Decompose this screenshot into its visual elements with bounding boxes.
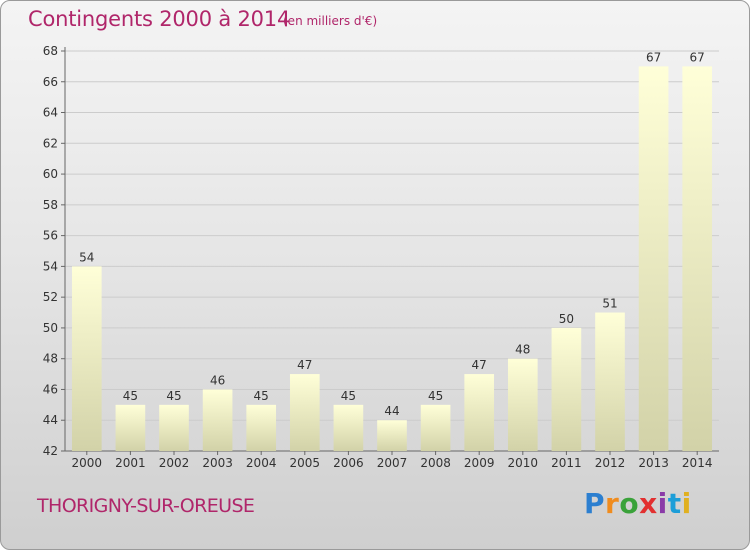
value-label: 67: [646, 50, 661, 64]
logo-letter: x: [639, 487, 658, 520]
bar-2009: [464, 374, 495, 451]
value-label: 50: [559, 312, 574, 326]
bar-2008: [420, 404, 451, 451]
bar-2006: [333, 404, 364, 451]
logo-letter: i: [657, 487, 668, 520]
y-tick-label: 56: [43, 229, 58, 243]
chart-title: Contingents 2000 à 2014: [28, 7, 291, 31]
axes: 42 44 46 48 50 52 54 56 58 60 62 64 66 68 2000 2001 2002…: [43, 44, 719, 470]
y-tick-label: 44: [43, 413, 58, 427]
commune-name: THORIGNY-SUR-OREUSE: [37, 495, 255, 517]
y-tick-label: 68: [43, 44, 58, 58]
value-label: 45: [123, 389, 138, 403]
y-tick-label: 62: [43, 136, 58, 150]
logo-letter: o: [619, 487, 640, 520]
proxiti-logo: Proxiti: [584, 487, 692, 520]
y-tick-label: 60: [43, 167, 58, 181]
bar-2011: [551, 327, 582, 451]
y-tick-label: 48: [43, 352, 58, 366]
x-tick-label: 2013: [638, 456, 669, 470]
logo-letter: r: [605, 487, 620, 520]
logo-letter: i: [681, 487, 692, 520]
bar-2004: [246, 404, 277, 451]
value-label: 46: [210, 373, 225, 387]
logo-letter: t: [667, 487, 682, 520]
y-tick-label: 52: [43, 290, 58, 304]
value-label: 45: [254, 389, 269, 403]
x-tick-label: 2001: [115, 456, 146, 470]
bar-2002: [159, 404, 189, 451]
x-tick-label: 2003: [202, 456, 233, 470]
x-tick-label: 2007: [377, 456, 408, 470]
bar-2005: [289, 374, 320, 451]
x-tick-label: 2010: [508, 456, 539, 470]
x-tick-label: 2004: [246, 456, 277, 470]
x-tick-label: 2011: [551, 456, 582, 470]
bar-2012: [595, 312, 625, 451]
value-label: 44: [384, 404, 399, 418]
bar-2010: [507, 358, 538, 451]
bar-2003: [202, 389, 233, 451]
y-tick-label: 64: [43, 106, 58, 120]
x-tick-label: 2009: [464, 456, 495, 470]
value-label: 54: [79, 250, 94, 264]
x-tick-label: 2005: [290, 456, 321, 470]
bar-2014: [682, 66, 713, 451]
x-tick-label: 2008: [420, 456, 451, 470]
logo-letter: P: [584, 487, 606, 520]
value-label: 67: [690, 50, 705, 64]
bar-2000: [71, 266, 102, 451]
y-tick-label: 42: [43, 444, 58, 458]
value-label: 51: [602, 297, 617, 311]
x-tick-label: 2002: [159, 456, 190, 470]
bars: [71, 66, 713, 451]
y-tick-label: 46: [43, 382, 58, 396]
y-tick-label: 58: [43, 198, 58, 212]
y-tick-label: 50: [43, 321, 58, 335]
x-tick-label: 2006: [333, 456, 364, 470]
bar-2013: [638, 66, 669, 451]
value-label: 45: [428, 389, 443, 403]
bar-2001: [115, 404, 146, 451]
value-label: 48: [515, 343, 530, 357]
value-labels: 54 45 45 46 45 47 45 44 45 47 48 50 51 67 67: [79, 50, 705, 418]
value-label: 47: [297, 358, 312, 372]
chart-subtitle: (en milliers d'€): [283, 14, 378, 28]
bar-2007: [377, 420, 407, 451]
x-tick-label: 2012: [595, 456, 626, 470]
y-tick-label: 54: [43, 259, 58, 273]
value-label: 45: [341, 389, 356, 403]
value-label: 47: [472, 358, 487, 372]
value-label: 45: [166, 389, 181, 403]
x-tick-label: 2014: [682, 456, 713, 470]
y-tick-label: 66: [43, 75, 58, 89]
x-tick-label: 2000: [72, 456, 103, 470]
